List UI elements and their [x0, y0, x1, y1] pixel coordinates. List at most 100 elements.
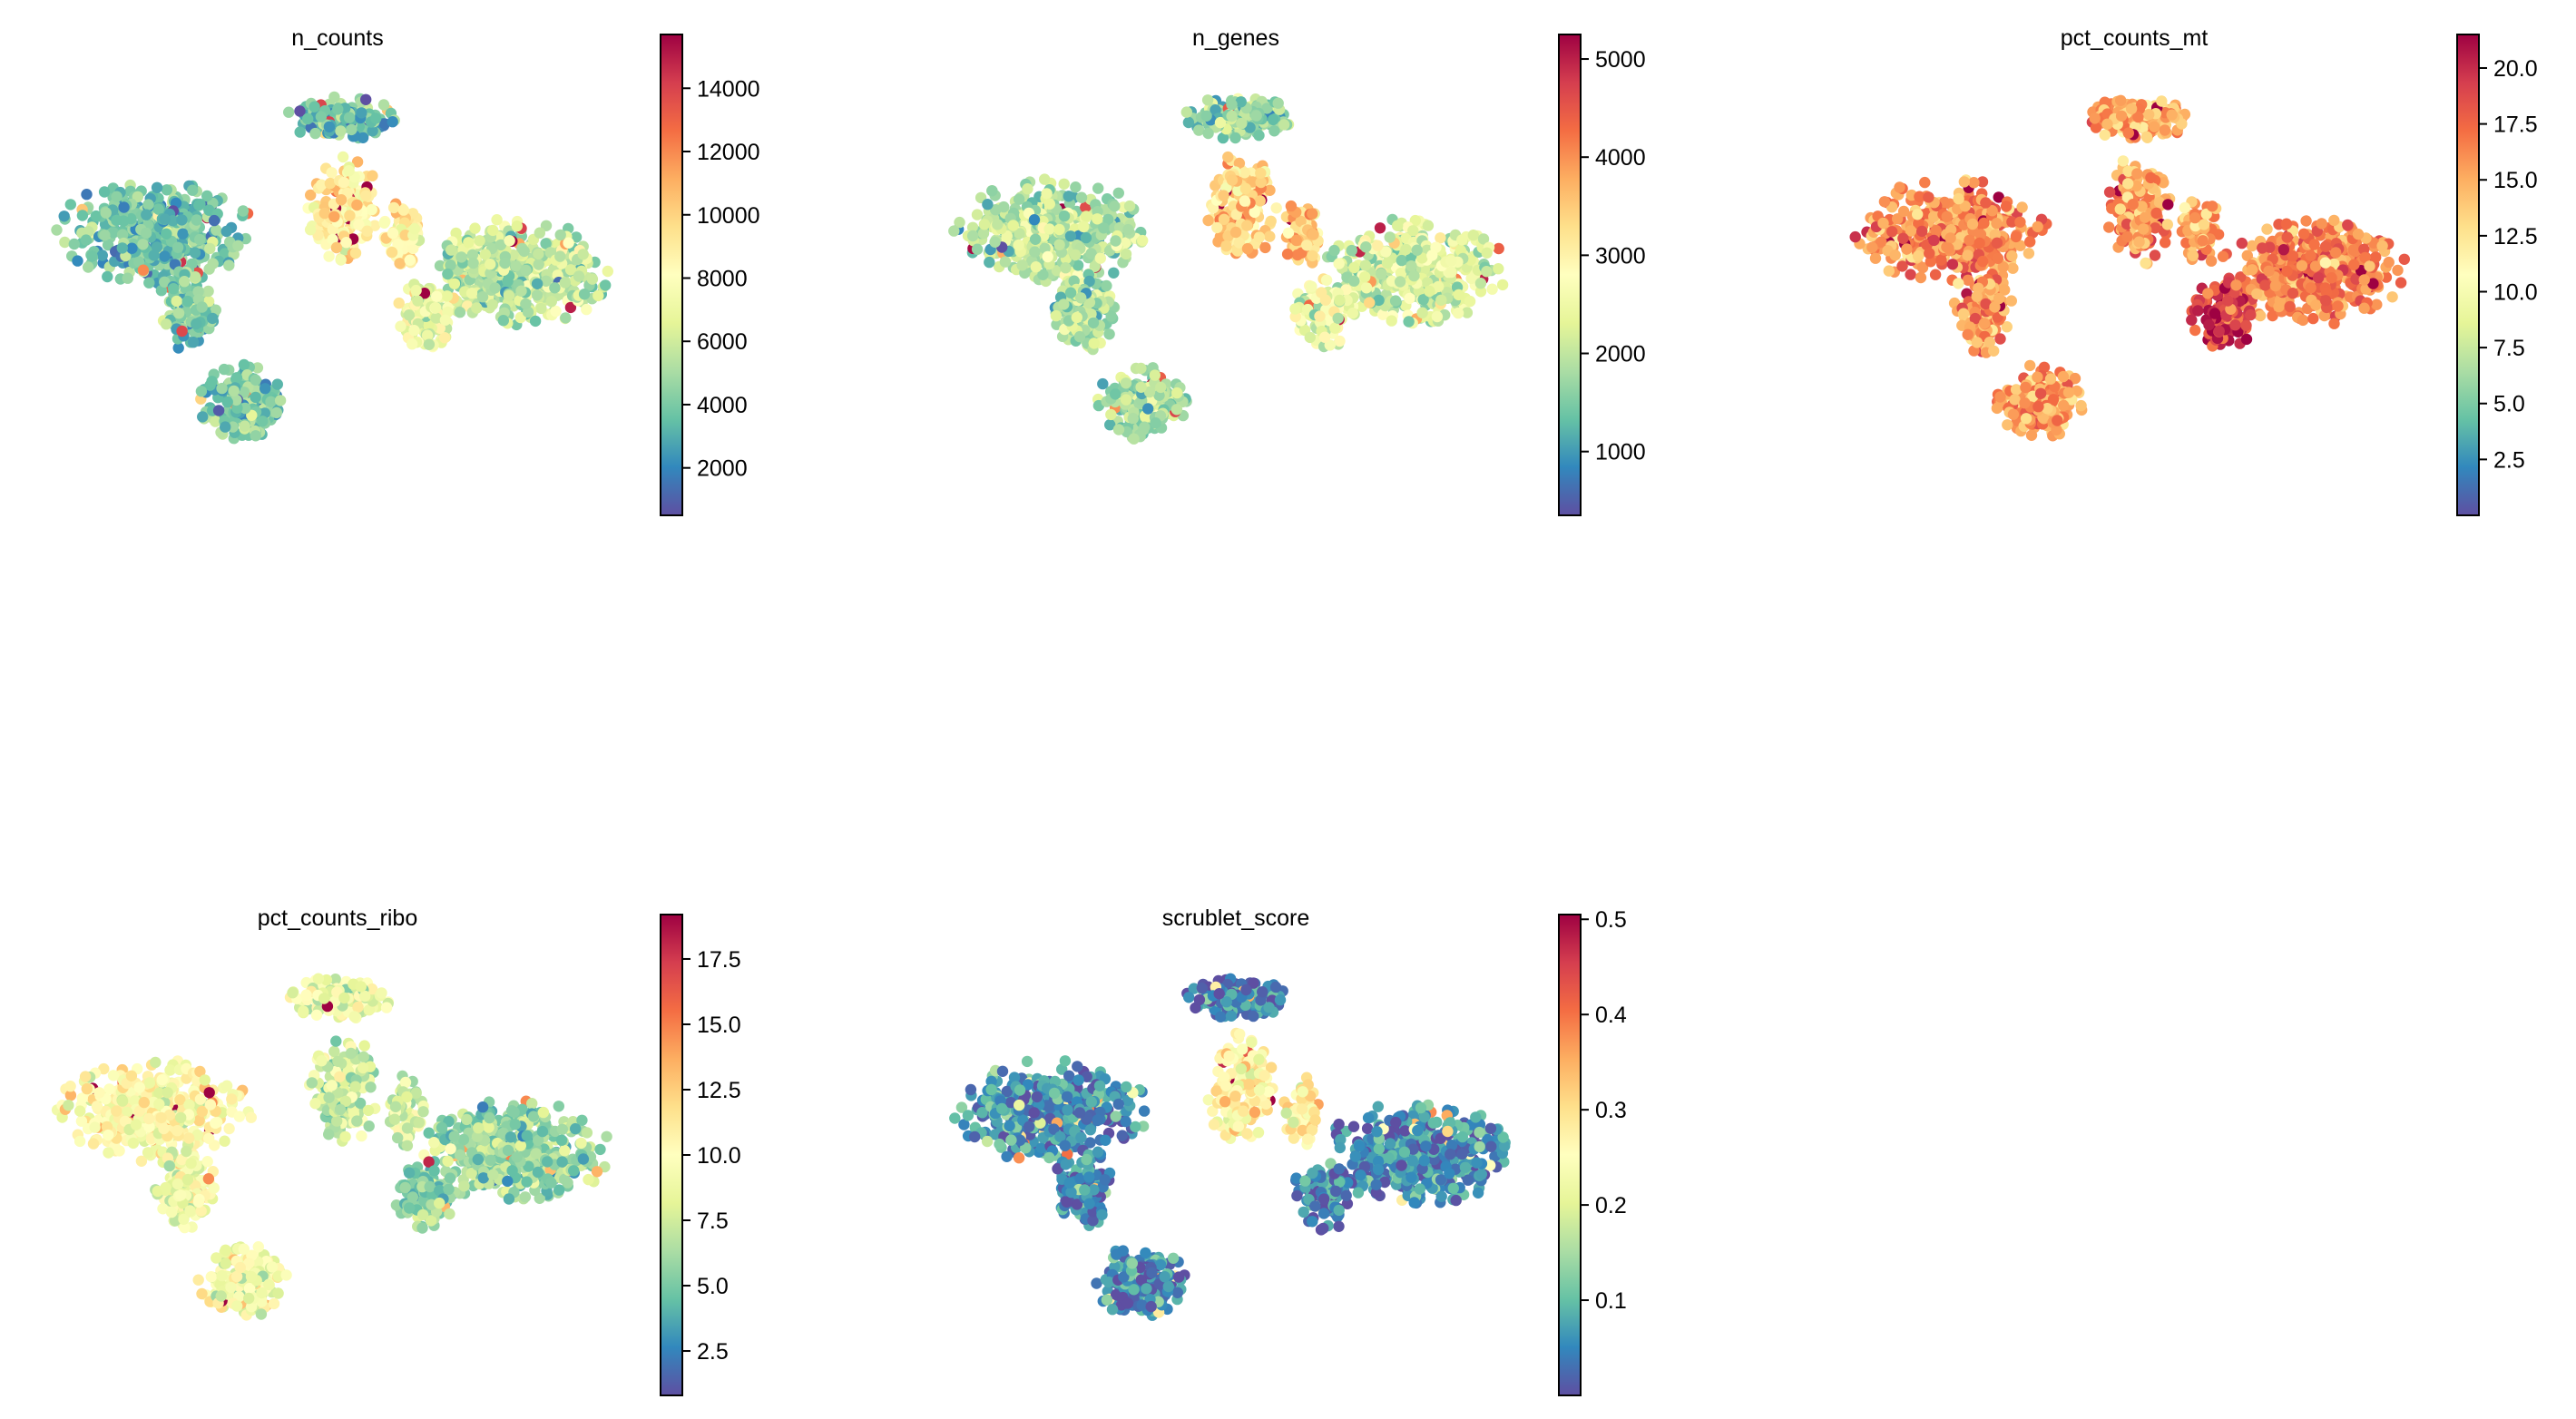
cell-point	[2300, 215, 2312, 227]
cell-point	[408, 325, 420, 337]
cell-point	[59, 236, 71, 249]
cell-point	[1318, 331, 1331, 343]
cell-point	[1445, 266, 1457, 279]
cell-point	[230, 394, 242, 406]
cell-point	[1923, 191, 1934, 203]
cell-point	[250, 374, 261, 386]
cell-point	[206, 376, 218, 387]
cell-point	[309, 101, 320, 113]
cell-point	[1376, 269, 1387, 280]
cell-point	[168, 283, 180, 295]
cell-point	[2114, 203, 2126, 215]
cell-point	[2139, 211, 2151, 223]
cell-point	[1042, 250, 1053, 263]
cell-point	[404, 254, 416, 266]
cell-point	[83, 226, 94, 238]
cell-point	[1935, 254, 1947, 266]
cell-point	[1308, 229, 1319, 240]
cell-point	[142, 199, 154, 210]
cell-point	[370, 113, 382, 124]
cell-point	[172, 308, 185, 319]
cell-point	[1445, 255, 1457, 267]
cell-point	[563, 237, 574, 249]
cell-point	[239, 420, 250, 432]
cell-point	[315, 111, 328, 122]
cell-point	[2052, 415, 2063, 426]
cell-point	[102, 239, 114, 251]
cell-point	[431, 290, 443, 302]
cell-point	[335, 194, 348, 206]
cell-point	[1373, 294, 1385, 307]
cell-point	[1394, 276, 1406, 288]
cell-point	[1030, 261, 1043, 273]
cell-point	[2034, 387, 2047, 399]
cell-point	[1384, 231, 1396, 243]
cell-point	[602, 265, 613, 278]
cell-point	[1320, 274, 1333, 286]
cell-point	[294, 105, 306, 117]
cell-point	[1200, 110, 1212, 122]
cell-point	[1218, 213, 1230, 225]
cell-point	[1201, 94, 1214, 106]
cell-point	[1962, 328, 1974, 340]
cell-point	[1974, 237, 1985, 250]
cell-point	[238, 358, 250, 371]
cell-point	[2117, 155, 2130, 167]
cell-point	[1946, 259, 1959, 270]
cell-point	[2138, 223, 2150, 235]
cell-point	[159, 250, 171, 262]
cell-point	[1411, 244, 1423, 256]
cell-point	[2010, 230, 2023, 243]
cell-point	[1381, 257, 1394, 269]
cell-point	[238, 387, 250, 398]
cell-point	[340, 237, 352, 249]
cell-point	[378, 217, 390, 229]
cell-point	[978, 219, 991, 230]
cell-point	[399, 230, 411, 241]
cell-point	[2057, 370, 2070, 383]
cell-point	[423, 338, 436, 350]
cell-point	[274, 395, 287, 406]
colorbar-tick-label: 2000	[1595, 342, 1646, 367]
cell-point	[2127, 199, 2139, 210]
cell-point	[510, 260, 522, 272]
cell-point	[2002, 419, 2013, 431]
cell-point	[155, 285, 168, 297]
cell-point	[403, 309, 415, 321]
cell-point	[471, 302, 483, 314]
colorbar-tick-label: 2000	[697, 456, 748, 482]
cell-point	[177, 228, 189, 240]
cell-point	[1403, 316, 1415, 328]
cell-point	[137, 264, 150, 276]
cell-point	[2161, 219, 2173, 230]
cell-point	[407, 242, 419, 255]
cell-point	[294, 126, 306, 138]
cell-point	[1849, 230, 1861, 243]
cell-point	[237, 205, 250, 217]
cell-point	[90, 210, 103, 222]
cell-point	[497, 315, 509, 327]
cell-point	[1408, 269, 1420, 282]
cell-point	[171, 295, 182, 308]
cell-point	[487, 224, 499, 237]
cell-point	[1941, 210, 1953, 222]
cell-point	[304, 224, 317, 236]
cell-point	[499, 257, 511, 269]
cell-point	[330, 241, 343, 254]
cell-point	[1155, 381, 1167, 394]
cell-point	[1236, 117, 1248, 130]
cell-point	[1220, 240, 1232, 252]
cell-point	[2198, 219, 2210, 230]
cell-point	[332, 103, 344, 115]
cell-point	[201, 190, 213, 202]
cell-point	[1930, 224, 1942, 237]
cell-point	[1123, 200, 1136, 212]
cell-point	[220, 225, 232, 238]
cell-point	[1071, 311, 1083, 324]
cell-point	[1253, 130, 1265, 142]
cell-point	[2058, 399, 2070, 412]
cell-point	[111, 191, 122, 202]
cell-point	[216, 382, 228, 395]
cell-point	[600, 279, 612, 291]
